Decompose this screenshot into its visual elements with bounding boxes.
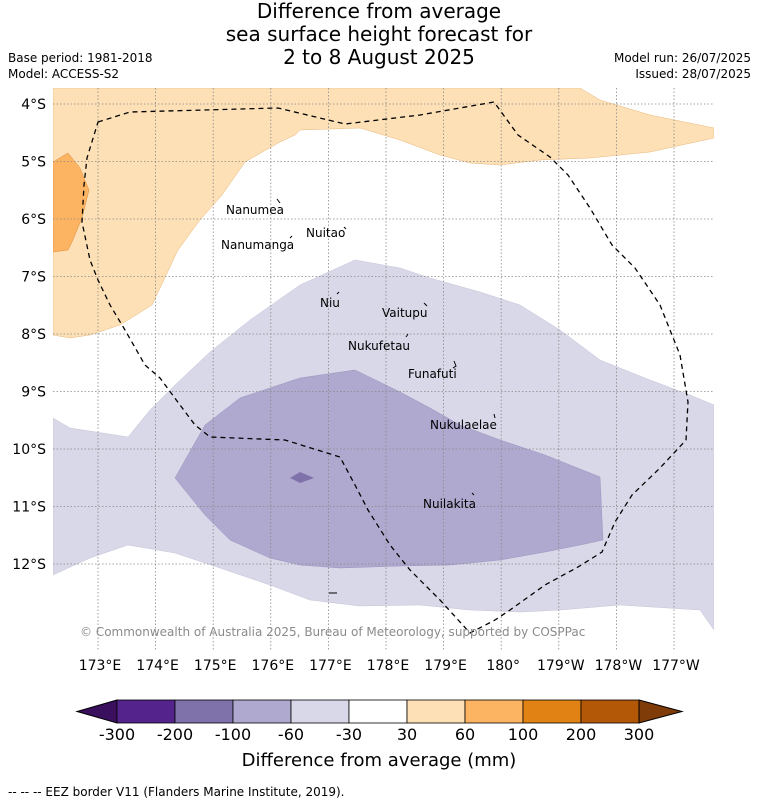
- island-label-funafuti: Funafuti: [408, 367, 457, 381]
- colorbar-segment: [464, 699, 524, 724]
- colorbar-segment: [232, 699, 292, 724]
- island-label-nukulaelae: Nukulaelae: [430, 418, 497, 432]
- colorbar-tick-label: 60: [454, 725, 476, 744]
- colorbar-tick-label: 200: [565, 725, 597, 744]
- niu-marker: [336, 291, 340, 295]
- island-label-nanumanga: Nanumanga: [221, 238, 294, 252]
- lon-tick-label: 179°W: [537, 658, 585, 674]
- colorbar-min-extension: [75, 699, 118, 724]
- colorbar-tick-label: -100: [214, 725, 252, 744]
- lat-tick-label: 4°S: [21, 97, 46, 113]
- eez-border: [81, 101, 689, 634]
- colorbar-tick-label: -30: [335, 725, 363, 744]
- positive-anomaly-region: [53, 88, 714, 339]
- lon-tick-label: 175°E: [194, 658, 237, 674]
- colorbar-segment: [290, 699, 350, 724]
- lat-tick-label: 12°S: [12, 557, 46, 573]
- lat-tick-label: 7°S: [21, 270, 46, 286]
- colorbar-segment: [580, 699, 640, 724]
- colorbar-segment: [174, 699, 234, 724]
- colorbar-segment: [348, 699, 408, 724]
- colorbar-title: Difference from average (mm): [241, 750, 517, 771]
- nuilakita-marker: [471, 492, 475, 496]
- colorbar-tick-label: -60: [277, 725, 305, 744]
- lon-tick-label: 176°E: [252, 658, 295, 674]
- model-run: Model run: 26/07/2025: [613, 51, 751, 65]
- island-label-niu: Niu: [320, 296, 340, 310]
- lat-tick-label: 5°S: [21, 155, 46, 171]
- lon-tick-label: 178°W: [595, 658, 643, 674]
- eez-legend-note: -- -- -- EEZ border V11 (Flanders Marine…: [8, 785, 345, 799]
- lat-tick-label: 9°S: [21, 385, 46, 401]
- title-line-1: Difference from average: [256, 0, 502, 23]
- lon-tick-label: 177°W: [652, 658, 700, 674]
- island-label-nukufetau: Nukufetau: [348, 339, 410, 353]
- nukufetau-marker: [405, 333, 409, 338]
- issued-date: Issued: 28/07/2025: [635, 67, 751, 81]
- island-label-nanumea: Nanumea: [226, 203, 284, 217]
- funafuti-marker: [452, 360, 457, 369]
- island-label-nuilakita: Nuilakita: [423, 497, 476, 511]
- colorbar-tick-label: 100: [507, 725, 539, 744]
- lat-tick-label: 6°S: [21, 212, 46, 228]
- island-label-vaitupu: Vaitupu: [382, 306, 428, 320]
- colorbar-segment: [522, 699, 582, 724]
- colorbar-tick-label: 300: [623, 725, 655, 744]
- copyright-notice: © Commonwealth of Australia 2025, Bureau…: [80, 625, 585, 639]
- lon-tick-label: 179°E: [424, 658, 467, 674]
- lat-tick-label: 8°S: [21, 327, 46, 343]
- nukulaelae-marker: [493, 413, 496, 419]
- lon-tick-label: 180°: [486, 658, 520, 674]
- island-markers: [276, 198, 496, 496]
- lon-tick-label: 173°E: [79, 658, 122, 674]
- base-period: Base period: 1981-2018: [8, 51, 153, 65]
- map-gridlines: [53, 88, 714, 651]
- colorbar-tick-label: 30: [396, 725, 418, 744]
- colorbar-segment: [116, 699, 176, 724]
- colorbar-max-extension: [638, 699, 684, 724]
- vaitupu-marker: [423, 302, 428, 307]
- lat-tick-label: 10°S: [12, 442, 46, 458]
- colorbar-tick-label: -200: [156, 725, 194, 744]
- nuitao-marker: [343, 226, 347, 230]
- colorbar-tick-label: -300: [98, 725, 136, 744]
- lon-tick-label: 177°E: [309, 658, 352, 674]
- model-name: Model: ACCESS-S2: [8, 67, 120, 81]
- nanumea-marker: [276, 198, 281, 204]
- colorbar-segment: [406, 699, 466, 724]
- title-line-2: sea surface height forecast for: [225, 22, 533, 46]
- island-label-nuitao: Nuitao: [306, 226, 345, 240]
- lon-tick-label: 174°E: [136, 658, 179, 674]
- lon-tick-label: 178°E: [367, 658, 410, 674]
- lat-tick-label: 11°S: [12, 500, 46, 516]
- title-line-3: 2 to 8 August 2025: [283, 45, 475, 69]
- colorbar: [75, 699, 684, 724]
- nanumanga-marker: [289, 235, 293, 239]
- strong-negative-anomaly-spot: [290, 472, 314, 483]
